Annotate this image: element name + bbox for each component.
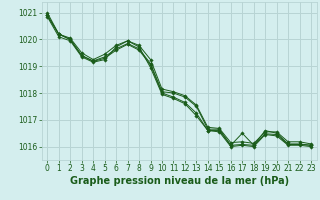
X-axis label: Graphe pression niveau de la mer (hPa): Graphe pression niveau de la mer (hPa) xyxy=(70,176,289,186)
